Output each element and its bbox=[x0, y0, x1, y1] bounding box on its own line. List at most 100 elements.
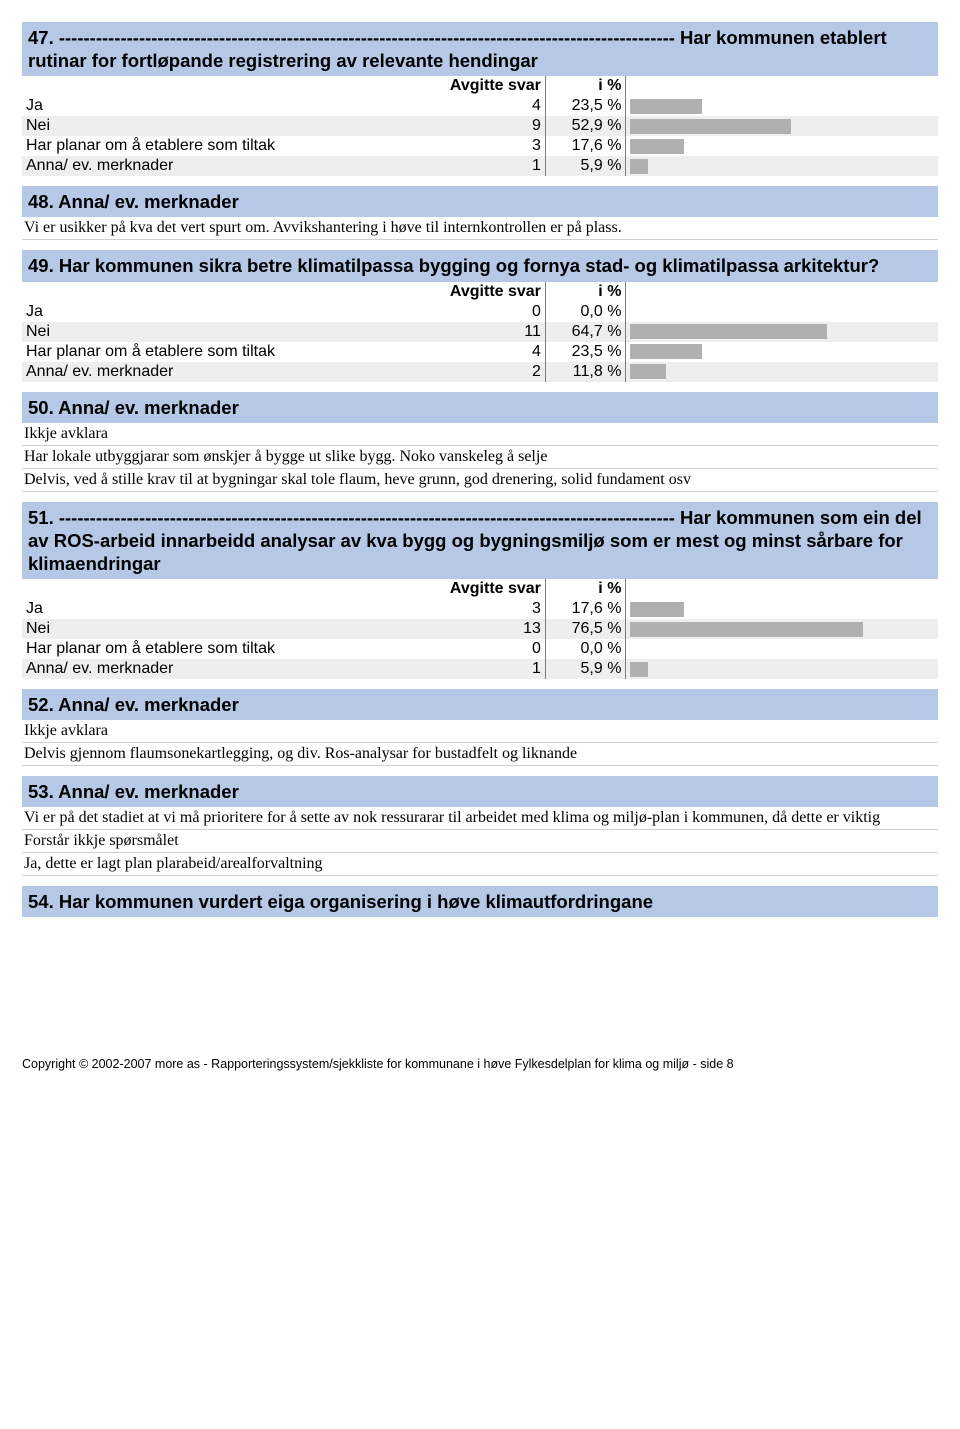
bar-fill bbox=[630, 602, 683, 617]
row-label: Ja bbox=[22, 599, 425, 619]
remark-text: Ikkje avklara bbox=[22, 423, 938, 446]
col-header-pct: i % bbox=[545, 76, 626, 96]
q54-block: 54. Har kommunen vurdert eiga organiseri… bbox=[22, 886, 938, 917]
q53-title: 53. Anna/ ev. merknader bbox=[22, 776, 938, 807]
col-header-count: Avgitte svar bbox=[425, 76, 546, 96]
row-bar-cell bbox=[626, 96, 938, 116]
remark-row: Vi er usikker på kva det vert spurt om. … bbox=[22, 217, 938, 240]
table-row: Har planar om å etablere som tiltak317,6… bbox=[22, 136, 938, 156]
table-row: Nei952,9 % bbox=[22, 116, 938, 136]
q51-title: 51. ------------------------------------… bbox=[22, 502, 938, 579]
row-count: 1 bbox=[425, 659, 546, 679]
row-label: Nei bbox=[22, 619, 425, 639]
q52-block: 52. Anna/ ev. merknader Ikkje avklaraDel… bbox=[22, 689, 938, 766]
q49-block: 49. Har kommunen sikra betre klimatilpas… bbox=[22, 250, 938, 381]
page-footer: Copyright © 2002-2007 more as - Rapporte… bbox=[22, 1057, 938, 1071]
row-count: 0 bbox=[425, 639, 546, 659]
col-header-count: Avgitte svar bbox=[425, 579, 546, 599]
q47-table-header: Avgitte svar i % bbox=[22, 76, 938, 96]
row-label: Nei bbox=[22, 116, 425, 136]
row-count: 4 bbox=[425, 96, 546, 116]
row-count: 0 bbox=[425, 302, 546, 322]
table-row: Anna/ ev. merknader211,8 % bbox=[22, 362, 938, 382]
q47-block: 47. ------------------------------------… bbox=[22, 22, 938, 176]
row-percent: 52,9 % bbox=[545, 116, 626, 136]
q47-table: Avgitte svar i % Ja423,5 %Nei952,9 %Har … bbox=[22, 76, 938, 176]
row-bar-cell bbox=[626, 136, 938, 156]
table-row: Har planar om å etablere som tiltak00,0 … bbox=[22, 639, 938, 659]
col-header-pct: i % bbox=[545, 282, 626, 302]
q53-remarks: Vi er på det stadiet at vi må prioritere… bbox=[22, 807, 938, 876]
remark-text: Ja, dette er lagt plan plarabeid/arealfo… bbox=[22, 853, 938, 876]
remark-row: Delvis gjennom flaumsonekartlegging, og … bbox=[22, 743, 938, 766]
q47-title: 47. ------------------------------------… bbox=[22, 22, 938, 76]
table-row: Ja00,0 % bbox=[22, 302, 938, 322]
q48-title: 48. Anna/ ev. merknader bbox=[22, 186, 938, 217]
bar-fill bbox=[630, 622, 862, 637]
row-percent: 17,6 % bbox=[545, 599, 626, 619]
bar-fill bbox=[630, 344, 701, 359]
row-bar-cell bbox=[626, 302, 938, 322]
remark-row: Har lokale utbyggjarar som ønskjer å byg… bbox=[22, 445, 938, 468]
table-row: Ja423,5 % bbox=[22, 96, 938, 116]
row-percent: 23,5 % bbox=[545, 342, 626, 362]
q51-table: Avgitte svar i % Ja317,6 %Nei1376,5 %Har… bbox=[22, 579, 938, 679]
remark-text: Forstår ikkje spørsmålet bbox=[22, 830, 938, 853]
table-row: Har planar om å etablere som tiltak423,5… bbox=[22, 342, 938, 362]
row-bar-cell bbox=[626, 639, 938, 659]
q48-block: 48. Anna/ ev. merknader Vi er usikker på… bbox=[22, 186, 938, 240]
row-bar-cell bbox=[626, 116, 938, 136]
q49-title: 49. Har kommunen sikra betre klimatilpas… bbox=[22, 250, 938, 281]
row-count: 4 bbox=[425, 342, 546, 362]
bar-fill bbox=[630, 99, 701, 114]
remark-row: Ja, dette er lagt plan plarabeid/arealfo… bbox=[22, 853, 938, 876]
row-label: Anna/ ev. merknader bbox=[22, 659, 425, 679]
remark-text: Vi er usikker på kva det vert spurt om. … bbox=[22, 217, 938, 240]
table-row: Anna/ ev. merknader15,9 % bbox=[22, 156, 938, 176]
bar-fill bbox=[630, 324, 826, 339]
row-bar-cell bbox=[626, 342, 938, 362]
row-percent: 23,5 % bbox=[545, 96, 626, 116]
q52-title: 52. Anna/ ev. merknader bbox=[22, 689, 938, 720]
row-bar-cell bbox=[626, 362, 938, 382]
remark-row: Ikkje avklara bbox=[22, 720, 938, 743]
remark-text: Delvis, ved å stille krav til at bygning… bbox=[22, 468, 938, 491]
row-label: Har planar om å etablere som tiltak bbox=[22, 342, 425, 362]
q47-rows: Ja423,5 %Nei952,9 %Har planar om å etabl… bbox=[22, 96, 938, 176]
q51-block: 51. ------------------------------------… bbox=[22, 502, 938, 679]
q53-block: 53. Anna/ ev. merknader Vi er på det sta… bbox=[22, 776, 938, 876]
q48-remarks: Vi er usikker på kva det vert spurt om. … bbox=[22, 217, 938, 240]
remark-row: Vi er på det stadiet at vi må prioritere… bbox=[22, 807, 938, 830]
bar-fill bbox=[630, 139, 683, 154]
table-row: Ja317,6 % bbox=[22, 599, 938, 619]
row-percent: 17,6 % bbox=[545, 136, 626, 156]
row-label: Har planar om å etablere som tiltak bbox=[22, 639, 425, 659]
remark-row: Forstår ikkje spørsmålet bbox=[22, 830, 938, 853]
remark-text: Delvis gjennom flaumsonekartlegging, og … bbox=[22, 743, 938, 766]
row-bar-cell bbox=[626, 156, 938, 176]
row-bar-cell bbox=[626, 659, 938, 679]
row-percent: 5,9 % bbox=[545, 659, 626, 679]
q49-table: Avgitte svar i % Ja00,0 %Nei1164,7 %Har … bbox=[22, 282, 938, 382]
row-bar-cell bbox=[626, 322, 938, 342]
remark-row: Ikkje avklara bbox=[22, 423, 938, 446]
row-percent: 76,5 % bbox=[545, 619, 626, 639]
row-count: 9 bbox=[425, 116, 546, 136]
row-percent: 64,7 % bbox=[545, 322, 626, 342]
q50-title: 50. Anna/ ev. merknader bbox=[22, 392, 938, 423]
remark-text: Har lokale utbyggjarar som ønskjer å byg… bbox=[22, 445, 938, 468]
row-percent: 0,0 % bbox=[545, 302, 626, 322]
remark-text: Vi er på det stadiet at vi må prioritere… bbox=[22, 807, 938, 830]
col-header-pct: i % bbox=[545, 579, 626, 599]
q52-remarks: Ikkje avklaraDelvis gjennom flaumsonekar… bbox=[22, 720, 938, 766]
row-label: Anna/ ev. merknader bbox=[22, 156, 425, 176]
row-percent: 11,8 % bbox=[545, 362, 626, 382]
row-count: 11 bbox=[425, 322, 546, 342]
row-label: Nei bbox=[22, 322, 425, 342]
row-bar-cell bbox=[626, 619, 938, 639]
bar-fill bbox=[630, 119, 791, 134]
col-header-count: Avgitte svar bbox=[425, 282, 546, 302]
q49-rows: Ja00,0 %Nei1164,7 %Har planar om å etabl… bbox=[22, 302, 938, 382]
bar-fill bbox=[630, 364, 666, 379]
row-bar-cell bbox=[626, 599, 938, 619]
